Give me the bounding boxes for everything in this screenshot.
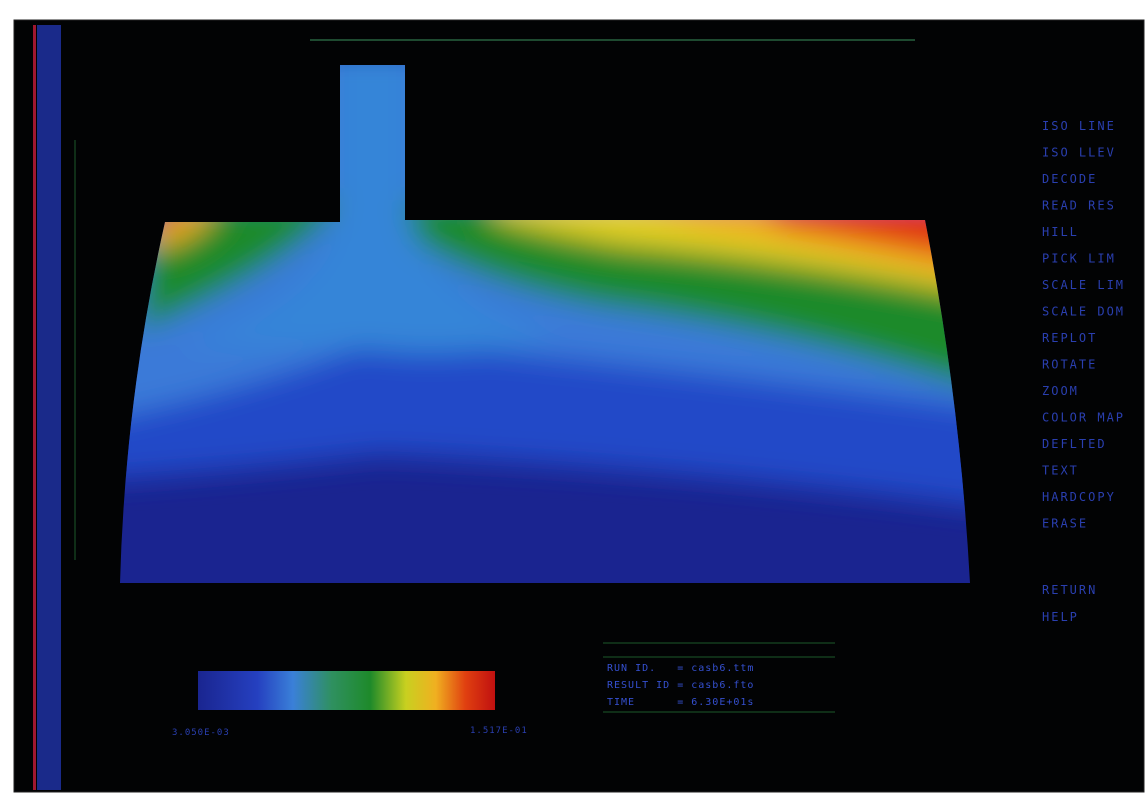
menu-item[interactable]: ISO LINE [1042, 119, 1116, 133]
menu-item[interactable]: TEXT [1042, 464, 1079, 478]
edge-red [33, 25, 36, 790]
menu-item[interactable]: READ RES [1042, 199, 1116, 213]
legend-max: 1.517E-01 [470, 726, 528, 736]
menu-item[interactable]: HELP [1042, 610, 1079, 624]
menu-item[interactable]: SCALE LIM [1042, 278, 1125, 292]
color-bar [198, 671, 495, 710]
menu-item[interactable]: REPLOT [1042, 331, 1097, 345]
page: {"menu": ["ISO LINE", "ISO LLEV", "DECOD… [0, 0, 1146, 799]
menu-item[interactable]: SCALE DOM [1042, 305, 1125, 319]
menu-item[interactable]: HILL [1042, 225, 1079, 239]
edge-blue [37, 25, 61, 790]
legend-min: 3.050E-03 [172, 728, 230, 738]
info-line: TIME = 6.30E+01s [607, 697, 754, 708]
screen: ISO LINE ISO LLEV DECODE READ RES HILL PICK L… [0, 0, 1146, 799]
menu-item[interactable]: ROTATE [1042, 358, 1097, 372]
menu-item[interactable]: ERASE [1042, 517, 1088, 531]
menu-item[interactable]: DEFLTED [1042, 437, 1107, 451]
info-line: RUN ID. = casb6.ttm [607, 663, 754, 674]
menu-item[interactable]: ZOOM [1042, 384, 1079, 398]
menu-item[interactable]: PICK LIM [1042, 252, 1116, 266]
menu-item[interactable]: RETURN [1042, 583, 1097, 597]
menu-item[interactable]: HARDCOPY [1042, 490, 1116, 504]
menu-item[interactable]: ISO LLEV [1042, 146, 1116, 160]
menu-item[interactable]: DECODE [1042, 172, 1097, 186]
menu-item[interactable]: COLOR MAP [1042, 411, 1125, 425]
info-line: RESULT ID = casb6.fto [607, 680, 754, 691]
